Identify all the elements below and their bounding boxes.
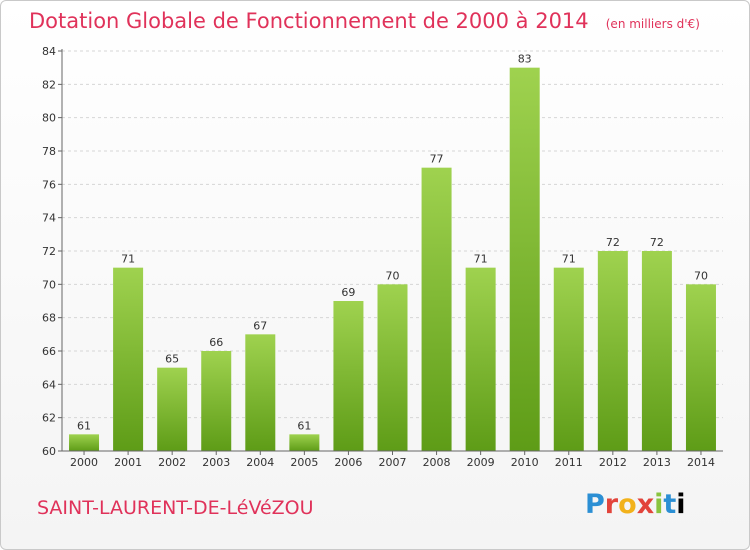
- y-tick-label: 72: [42, 245, 56, 258]
- x-tick-label: 2003: [202, 456, 230, 469]
- y-tick-label: 66: [42, 345, 56, 358]
- data-label: 70: [694, 269, 708, 282]
- x-tick-label: 2010: [511, 456, 539, 469]
- chart-unit: (en milliers d'€): [605, 17, 700, 31]
- bar-2001: [113, 267, 144, 451]
- y-tick-label: 68: [42, 312, 56, 325]
- logo-letter: i: [676, 489, 686, 520]
- logo-letter: o: [618, 489, 637, 520]
- data-label: 65: [165, 353, 179, 366]
- y-tick-label: 70: [42, 278, 56, 291]
- data-label: 71: [562, 253, 576, 266]
- y-tick-label: 84: [42, 45, 56, 58]
- logo-letter: r: [604, 489, 619, 520]
- y-tick-label: 76: [42, 178, 56, 191]
- bar-2010: [509, 67, 540, 452]
- x-tick-label: 2001: [114, 456, 142, 469]
- y-tick-labels: 60 62 64 66 68 70 72 74 76 78 80 82 84: [42, 45, 56, 458]
- bar-2011: [553, 267, 584, 451]
- bar-2008: [421, 167, 452, 451]
- bar-2007: [377, 284, 408, 451]
- bar-2009: [465, 267, 496, 451]
- logo-letter: x: [636, 489, 655, 520]
- y-tick-label: 82: [42, 78, 56, 91]
- x-tick-label: 2014: [687, 456, 715, 469]
- bar-2000: [69, 434, 100, 451]
- data-label: 77: [430, 153, 444, 166]
- chart-title-text: Dotation Globale de Fonctionnement de 20…: [29, 9, 589, 33]
- data-label: 70: [386, 269, 400, 282]
- data-label: 71: [121, 253, 135, 266]
- x-tick-label: 2012: [599, 456, 627, 469]
- logo-letter: t: [663, 489, 677, 520]
- data-label: 69: [341, 286, 355, 299]
- y-tick-label: 80: [42, 112, 56, 125]
- x-tick-label: 2002: [158, 456, 186, 469]
- chart-title: Dotation Globale de Fonctionnement de 20…: [29, 9, 700, 33]
- x-tick-label: 2000: [70, 456, 98, 469]
- data-label: 67: [253, 319, 267, 332]
- x-tick-label: 2006: [334, 456, 362, 469]
- logo-letter: P: [585, 489, 605, 520]
- data-label: 83: [518, 53, 532, 66]
- data-label: 61: [77, 419, 91, 432]
- x-tick-label: 2004: [246, 456, 274, 469]
- x-tick-label: 2013: [643, 456, 671, 469]
- bar-2003: [201, 351, 232, 451]
- axes: [58, 49, 723, 455]
- logo-letter: i: [654, 489, 664, 520]
- y-tick-label: 60: [42, 445, 56, 458]
- bar-2012: [597, 251, 628, 451]
- data-label: 61: [297, 419, 311, 432]
- bar-2013: [641, 251, 672, 451]
- x-tick-label: 2007: [379, 456, 407, 469]
- bar-2014: [685, 284, 716, 451]
- x-tick-label: 2008: [423, 456, 451, 469]
- x-tick-label: 2009: [467, 456, 495, 469]
- bar-2005: [289, 434, 320, 451]
- bar-2006: [333, 301, 364, 451]
- data-label: 66: [209, 336, 223, 349]
- data-label: 71: [474, 253, 488, 266]
- data-labels: 61 71 65 66 67 61 69 70 77 71 83 71 72 72 70: [77, 53, 708, 433]
- y-tick-label: 64: [42, 378, 56, 391]
- proxiti-logo[interactable]: Proxiti: [585, 489, 686, 520]
- bar-2002: [157, 367, 188, 451]
- data-label: 72: [650, 236, 664, 249]
- y-tick-label: 62: [42, 412, 56, 425]
- x-tick-labels: 2000 2001 2002 2003 2004 2005 2006 2007 2008 2009…: [70, 456, 715, 469]
- y-tick-label: 74: [42, 212, 56, 225]
- bar-2004: [245, 334, 276, 451]
- x-tick-label: 2011: [555, 456, 583, 469]
- bars: [69, 67, 716, 452]
- x-tick-label: 2005: [290, 456, 318, 469]
- y-tick-label: 78: [42, 145, 56, 158]
- commune-name: SAINT-LAURENT-DE-LéVéZOU: [37, 497, 314, 519]
- data-label: 72: [606, 236, 620, 249]
